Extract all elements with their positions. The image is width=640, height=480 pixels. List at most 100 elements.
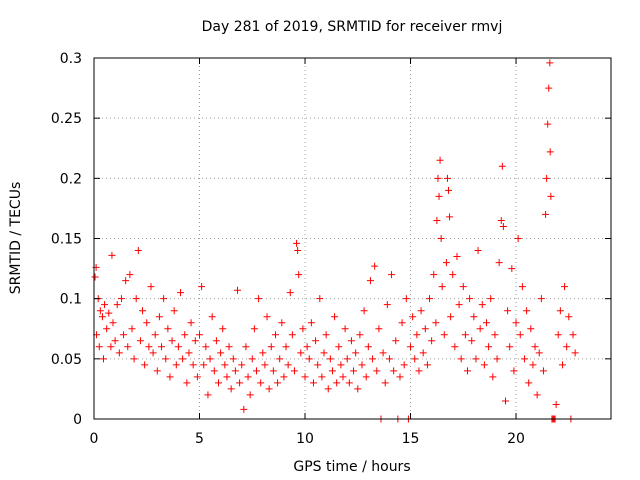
data-point: [476, 325, 484, 333]
data-point: [520, 355, 528, 363]
data-point: [269, 367, 277, 375]
y-tick-label: 0.05: [51, 352, 82, 368]
data-point: [373, 367, 381, 375]
data-point: [362, 373, 370, 381]
axis-tick-labels: 0 5 10 15 20 0 0.05 0.1 0.15 0.2 0.25 0.3: [51, 51, 525, 447]
data-point: [504, 307, 512, 315]
data-point: [293, 239, 301, 247]
data-point: [516, 331, 524, 339]
data-point: [498, 162, 506, 170]
data-point: [447, 313, 455, 321]
data-point: [390, 367, 398, 375]
data-point: [301, 373, 309, 381]
data-point: [433, 216, 441, 224]
data-point: [506, 343, 514, 351]
data-point: [350, 367, 358, 375]
data-point: [168, 337, 176, 345]
data-point: [438, 283, 446, 291]
data-point: [166, 373, 174, 381]
data-point: [164, 325, 172, 333]
data-point: [337, 361, 345, 369]
data-point: [242, 343, 250, 351]
data-point: [111, 337, 119, 345]
data-point: [369, 355, 377, 363]
data-point: [459, 283, 467, 291]
data-point: [147, 283, 155, 291]
x-tick-label: 20: [507, 431, 525, 447]
data-point: [556, 307, 564, 315]
data-point: [172, 361, 180, 369]
data-point: [107, 343, 115, 351]
data-point: [453, 253, 461, 261]
data-point: [436, 156, 444, 164]
data-point: [480, 361, 488, 369]
data-point: [113, 301, 121, 309]
data-point: [295, 271, 303, 279]
data-point: [539, 367, 547, 375]
data-point: [155, 313, 163, 321]
data-point: [347, 337, 355, 345]
data-point: [468, 337, 476, 345]
data-point: [527, 325, 535, 333]
data-point: [558, 361, 566, 369]
data-point: [99, 355, 107, 363]
axis-ticks: [93, 57, 611, 420]
data-point: [415, 367, 423, 375]
data-point: [443, 174, 451, 182]
data-point: [221, 361, 229, 369]
data-point: [546, 148, 554, 156]
data-point: [229, 355, 237, 363]
data-point: [328, 367, 336, 375]
data-point: [259, 349, 267, 357]
data-point: [417, 307, 425, 315]
x-tick-label: 15: [402, 431, 420, 447]
data-point: [130, 355, 138, 363]
data-point: [423, 361, 431, 369]
data-point: [466, 295, 474, 303]
data-point: [563, 343, 571, 351]
data-point: [261, 361, 269, 369]
data-point: [358, 361, 366, 369]
data-point: [303, 343, 311, 351]
data-point: [271, 331, 279, 339]
data-point: [537, 295, 545, 303]
data-point: [432, 319, 440, 327]
data-point: [183, 379, 191, 387]
data-point: [225, 343, 233, 351]
data-point: [554, 331, 562, 339]
data-point: [354, 385, 362, 393]
data-point: [109, 319, 117, 327]
data-point: [115, 349, 123, 357]
data-point: [546, 59, 554, 67]
data-point: [398, 319, 406, 327]
data-point: [529, 361, 537, 369]
data-point: [227, 385, 235, 393]
data-point: [426, 295, 434, 303]
data-point: [388, 271, 396, 279]
x-axis-label: GPS time / hours: [293, 459, 410, 475]
data-point: [461, 331, 469, 339]
data-point: [240, 405, 248, 413]
data-point: [451, 343, 459, 351]
data-point: [501, 397, 509, 405]
data-point: [508, 265, 516, 273]
data-point: [571, 349, 579, 357]
data-point: [206, 355, 214, 363]
data-point: [210, 367, 218, 375]
data-point: [491, 331, 499, 339]
data-point: [474, 247, 482, 255]
data-point: [160, 295, 168, 303]
data-point: [489, 373, 497, 381]
data-point: [339, 373, 347, 381]
data-point: [523, 307, 531, 315]
data-point: [202, 343, 210, 351]
data-point: [428, 337, 436, 345]
data-point: [120, 331, 128, 339]
data-point: [440, 331, 448, 339]
data-point: [217, 349, 225, 357]
data-point: [497, 216, 505, 224]
data-point: [331, 313, 339, 321]
data-point: [419, 349, 427, 357]
data-point: [141, 361, 149, 369]
data-point: [356, 331, 364, 339]
